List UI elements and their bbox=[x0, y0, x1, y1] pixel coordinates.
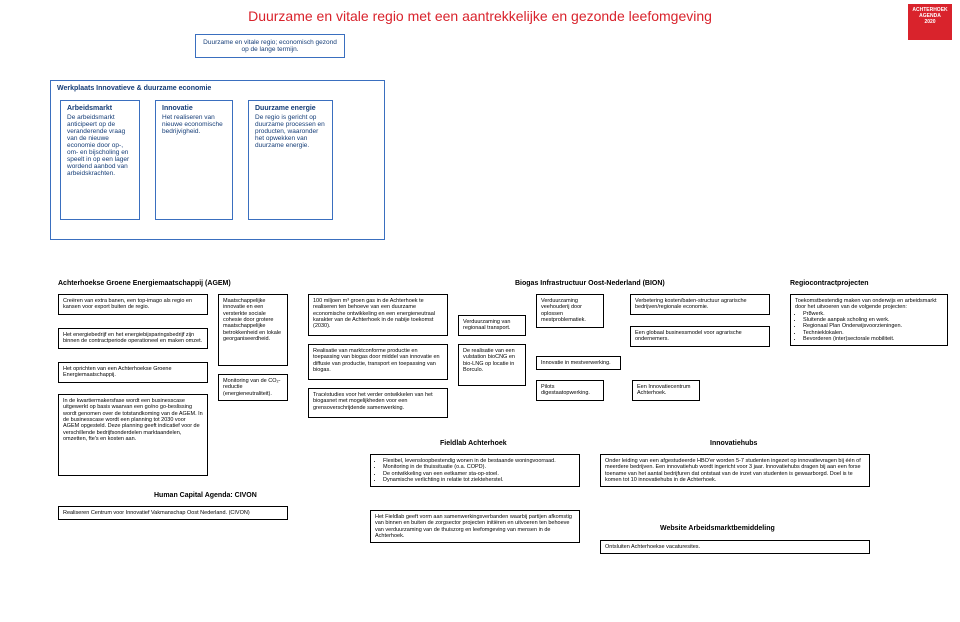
top-summary-box: Duurzame en vitale regio; economisch gez… bbox=[195, 34, 345, 58]
bion-box11: Een Innovatiecentrum Achterhoek. bbox=[632, 380, 700, 401]
website-box: Ontsluiten Achterhoekse vacaturesites. bbox=[600, 540, 870, 554]
website-title: Website Arbeidsmarktbemiddeling bbox=[660, 525, 775, 532]
badge-l3: 2020 bbox=[910, 19, 950, 25]
regio-title: Regiocontractprojecten bbox=[790, 280, 869, 287]
innovatie-title: Innovatie bbox=[162, 105, 226, 112]
agem-box5: Maatschappelijke innovatie en een verste… bbox=[218, 294, 288, 366]
bion-box10: Een globaal businessmodel voor agrarisch… bbox=[630, 326, 770, 347]
agem-box2: Het energiebedrijf en het energiebijspar… bbox=[58, 328, 208, 349]
arbeidsmarkt-text: De arbeidsmarkt anticipeert op de verand… bbox=[67, 114, 133, 177]
energie-title: Duurzame energie bbox=[255, 105, 326, 112]
bion-box3: Tracéstudies voor het verder ontwikkelen… bbox=[308, 388, 448, 418]
agem-box3: Het oprichten van een Achterhoekse Groen… bbox=[58, 362, 208, 383]
agem-box6: Monitoring van de CO₂-reductie (energien… bbox=[218, 374, 288, 401]
hubs-box: Onder leiding van een afgestudeerde HBO'… bbox=[600, 454, 870, 487]
fieldlab-item: Dynamische verlichting in relatie tot zi… bbox=[383, 477, 575, 483]
civon-box: Realiseren Centrum voor Innovatief Vakma… bbox=[58, 506, 288, 520]
bion-box5: De realisatie van een vulstation bioCNG … bbox=[458, 344, 526, 386]
arbeidsmarkt-title: Arbeidsmarkt bbox=[67, 105, 133, 112]
arbeidsmarkt-box: Arbeidsmarkt De arbeidsmarkt anticipeert… bbox=[60, 100, 140, 220]
agem-box1: Creëren van extra banen, een top-imago a… bbox=[58, 294, 208, 315]
bion-box4: Verduurzaming van regionaal transport. bbox=[458, 315, 526, 336]
logo-badge: ACHTERHOEK AGENDA 2020 bbox=[908, 4, 952, 40]
bion-box6: Verduurzaming veehouderij door oplossen … bbox=[536, 294, 604, 328]
fieldlab-title: Fieldlab Achterhoek bbox=[440, 440, 507, 447]
fieldlab-list: Flexibel, levensloopbestendig wonen in d… bbox=[370, 454, 580, 487]
bion-box7: Innovatie in mestverwerking. bbox=[536, 356, 621, 370]
innovatie-text: Het realiseren van nieuwe economische be… bbox=[162, 114, 226, 135]
energie-text: De regio is gericht op duurzame processe… bbox=[255, 114, 326, 149]
energie-box: Duurzame energie De regio is gericht op … bbox=[248, 100, 333, 220]
regio-item: Bevorderen (inter)sectorale mobiliteit. bbox=[803, 336, 943, 342]
agem-title: Achterhoekse Groene Energiemaatschappij … bbox=[58, 280, 231, 287]
civon-title: Human Capital Agenda: CIVON bbox=[154, 492, 257, 499]
agem-box4: In de kwartiermakersfase wordt een busin… bbox=[58, 394, 208, 476]
bion-box8: Pilots digestaatopwerking. bbox=[536, 380, 604, 401]
bion-title: Biogas Infrastructuur Oost-Nederland (BI… bbox=[515, 280, 665, 287]
bion-box9: Verbetering kosten/baten-structuur agrar… bbox=[630, 294, 770, 315]
regio-box: Toekomstbestendig maken van onderwijs en… bbox=[790, 294, 948, 346]
regio-intro: Toekomstbestendig maken van onderwijs en… bbox=[795, 298, 943, 311]
hubs-title: Innovatiehubs bbox=[710, 440, 757, 447]
innovatie-box: Innovatie Het realiseren van nieuwe econ… bbox=[155, 100, 233, 220]
page-title: Duurzame en vitale regio met een aantrek… bbox=[0, 8, 960, 24]
bion-box2: Realisatie van marktconforme productie e… bbox=[308, 344, 448, 380]
werkplaats-title: Werkplaats Innovatieve & duurzame econom… bbox=[57, 85, 378, 92]
bion-box1: 100 miljoen m³ groen gas in de Achterhoe… bbox=[308, 294, 448, 336]
fieldlab-text: Het Fieldlab geeft vorm aan samenwerking… bbox=[370, 510, 580, 543]
